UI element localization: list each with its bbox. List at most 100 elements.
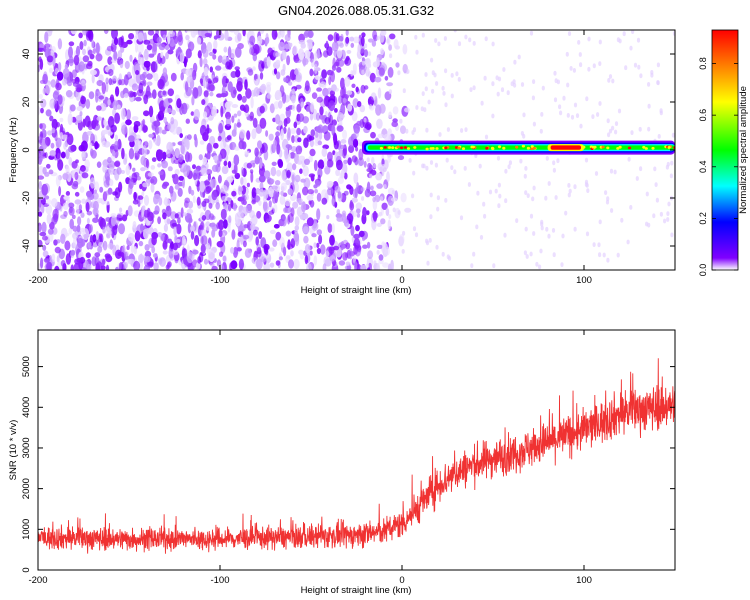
noise-speckle <box>162 34 167 41</box>
noise-speckle <box>38 211 43 217</box>
faint-speckle <box>472 251 476 257</box>
noise-speckle <box>203 258 209 265</box>
noise-speckle <box>210 178 218 189</box>
noise-speckle <box>165 205 172 217</box>
noise-speckle <box>197 256 202 264</box>
noise-speckle <box>92 217 99 223</box>
faint-speckle <box>364 43 368 49</box>
noise-speckle <box>153 262 159 270</box>
noise-speckle <box>340 241 345 251</box>
carrier-sparkle <box>471 145 475 149</box>
noise-speckle <box>238 258 244 270</box>
noise-speckle <box>107 156 112 164</box>
noise-speckle <box>179 133 183 139</box>
faint-speckle <box>491 41 495 47</box>
faint-speckle <box>627 156 631 162</box>
faint-speckle <box>484 36 488 42</box>
noise-speckle <box>273 101 280 110</box>
faint-speckle <box>586 188 590 194</box>
faint-speckle <box>429 160 434 165</box>
colorbar: 0.0 0.2 0.4 0.6 0.8 Normalized spectral ampl… <box>698 29 749 276</box>
faint-speckle <box>376 35 380 41</box>
noise-speckle <box>326 187 334 196</box>
noise-speckle <box>307 189 315 195</box>
noise-speckle <box>273 68 278 75</box>
colorbar-label: Normalized spectral amplitude <box>738 86 749 214</box>
noise-speckle <box>231 129 237 137</box>
noise-speckle <box>130 244 135 254</box>
noise-speckle <box>240 195 245 205</box>
faint-speckle <box>421 32 425 38</box>
faint-speckle <box>500 87 505 93</box>
noise-speckle <box>86 190 93 198</box>
noise-speckle <box>333 245 340 251</box>
noise-speckle <box>87 49 93 56</box>
noise-speckle <box>56 255 60 263</box>
noise-speckle <box>353 245 358 255</box>
noise-speckle <box>203 66 209 77</box>
noise-speckle <box>148 105 154 118</box>
faint-speckle <box>457 41 462 47</box>
noise-speckle <box>68 55 74 67</box>
noise-speckle <box>249 35 256 46</box>
noise-speckle <box>302 186 309 196</box>
faint-speckle <box>381 164 385 169</box>
noise-speckle <box>331 223 335 234</box>
noise-speckle <box>112 150 116 157</box>
noise-speckle <box>245 88 252 99</box>
noise-speckle <box>342 98 347 103</box>
noise-speckle <box>219 148 227 159</box>
noise-speckle <box>371 156 375 165</box>
noise-speckle <box>65 149 70 160</box>
noise-speckle <box>260 83 267 92</box>
faint-speckle <box>367 51 372 56</box>
faint-speckle <box>391 190 395 195</box>
noise-speckle <box>283 77 289 83</box>
noise-speckle <box>148 133 154 138</box>
noise-speckle <box>237 32 242 42</box>
noise-speckle <box>40 98 47 108</box>
faint-speckle <box>430 57 434 63</box>
noise-speckle <box>96 161 102 168</box>
carrier-sparkle <box>485 146 489 150</box>
noise-speckle <box>348 248 353 260</box>
noise-speckle <box>162 67 168 76</box>
noise-speckle <box>64 240 71 251</box>
noise-speckle <box>357 44 361 55</box>
noise-speckle <box>99 186 104 193</box>
noise-speckle <box>256 35 263 46</box>
noise-speckle <box>254 195 261 203</box>
noise-speckle <box>76 224 81 233</box>
noise-speckle <box>299 168 303 174</box>
noise-speckle <box>59 132 64 141</box>
noise-speckle <box>187 41 195 52</box>
noise-speckle <box>111 215 117 227</box>
faint-speckle <box>434 38 438 43</box>
noise-speckle <box>182 212 188 217</box>
faint-speckle <box>415 105 419 110</box>
faint-speckle <box>630 130 634 136</box>
noise-speckle <box>365 58 371 67</box>
noise-speckle <box>173 226 177 236</box>
noise-speckle <box>246 130 251 141</box>
noise-speckle <box>163 198 171 206</box>
carrier-sparkle <box>627 146 632 150</box>
noise-speckle <box>381 202 388 210</box>
noise-speckle <box>304 80 310 92</box>
noise-speckle <box>227 46 232 58</box>
noise-speckle <box>140 167 146 172</box>
carrier-sparkle <box>388 146 392 149</box>
noise-speckle <box>321 69 327 79</box>
faint-speckle <box>585 96 589 102</box>
noise-speckle <box>135 96 142 102</box>
noise-speckle <box>38 197 42 208</box>
noise-speckle <box>201 200 207 207</box>
faint-speckle <box>361 196 365 201</box>
noise-speckle <box>286 169 291 179</box>
noise-speckle <box>303 137 309 149</box>
noise-speckle <box>38 47 45 53</box>
noise-speckle <box>42 87 46 95</box>
snr-y-tick-label: 4000 <box>21 397 32 418</box>
faint-speckle <box>569 66 573 71</box>
noise-speckle <box>250 160 257 165</box>
